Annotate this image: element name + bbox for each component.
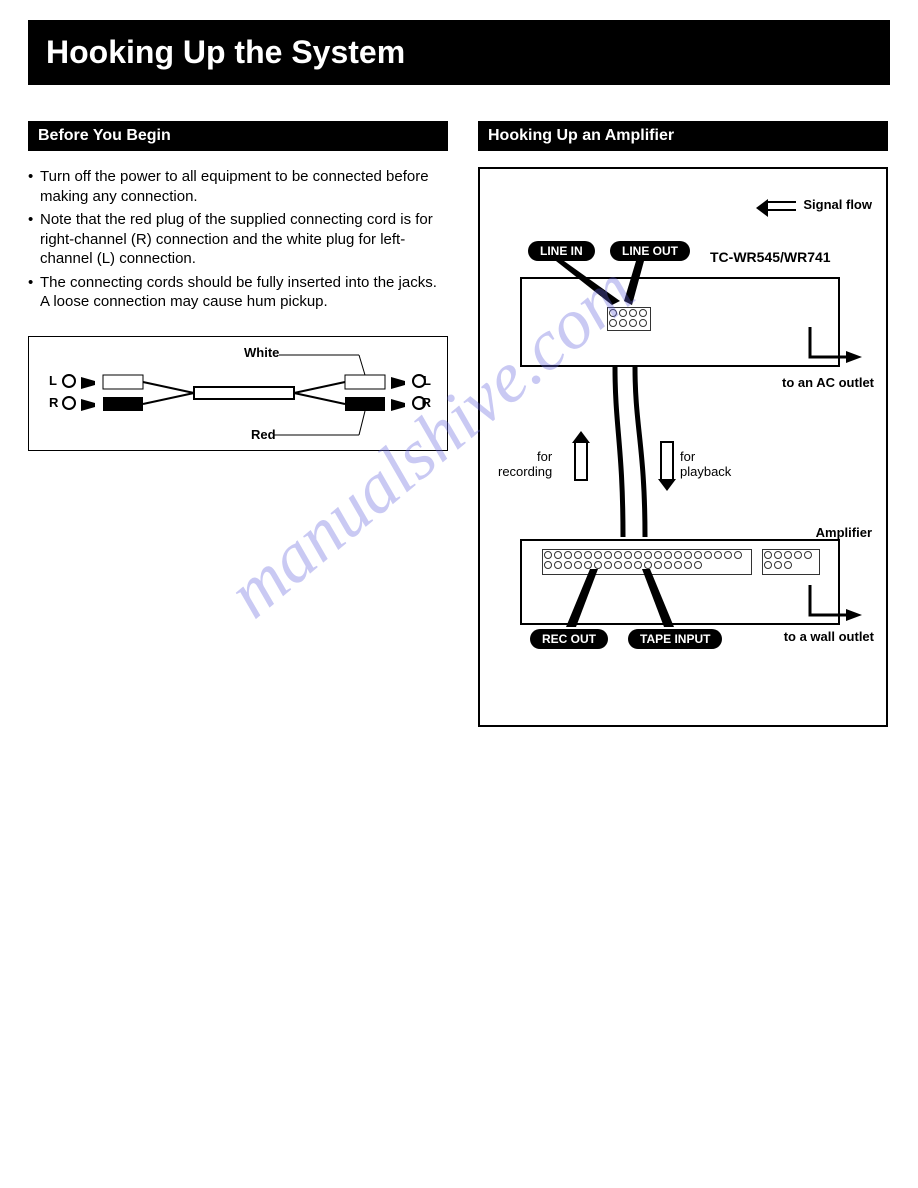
- tape-input-pill: TAPE INPUT: [628, 629, 722, 649]
- line-in-pill: LINE IN: [528, 241, 595, 261]
- right-column: Hooking Up an Amplifier Signal flow LINE…: [478, 121, 888, 727]
- before-you-begin-heading: Before You Begin: [28, 121, 448, 151]
- content-columns: Before You Begin Turn off the power to a…: [28, 121, 890, 727]
- rec-out-pill: REC OUT: [530, 629, 608, 649]
- connection-diagram: Signal flow LINE IN LINE OUT TC-WR545/WR…: [478, 167, 888, 727]
- deck-power-cable-icon: [806, 323, 866, 373]
- amp-jacks-side: [762, 549, 820, 575]
- model-label: TC-WR545/WR741: [710, 249, 831, 265]
- bullet-3: The connecting cords should be fully ins…: [28, 273, 448, 312]
- deck-callouts: [520, 261, 700, 321]
- signal-flow-label: Signal flow: [766, 197, 872, 212]
- down-arrow-icon: [660, 441, 674, 481]
- line-out-pill: LINE OUT: [610, 241, 690, 261]
- cable-svg: [29, 337, 449, 452]
- amplifier-heading: Hooking Up an Amplifier: [478, 121, 888, 151]
- left-column: Before You Begin Turn off the power to a…: [28, 121, 448, 727]
- cable-diagram: White Red L R L R: [28, 336, 448, 451]
- bullet-2: Note that the red plug of the supplied c…: [28, 210, 448, 269]
- up-arrow-icon: [574, 441, 588, 481]
- for-playback-label: for playback: [680, 449, 731, 479]
- to-wall-label: to a wall outlet: [784, 629, 874, 644]
- to-ac-label: to an AC outlet: [782, 375, 874, 390]
- amplifier-label: Amplifier: [816, 525, 872, 540]
- page-title: Hooking Up the System: [28, 20, 890, 85]
- signal-flow-arrow-icon: [766, 201, 796, 211]
- amp-power-cable-icon: [806, 581, 866, 631]
- for-recording-label: for recording: [498, 449, 552, 479]
- instruction-list: Turn off the power to all equipment to b…: [28, 167, 448, 312]
- bullet-1: Turn off the power to all equipment to b…: [28, 167, 448, 206]
